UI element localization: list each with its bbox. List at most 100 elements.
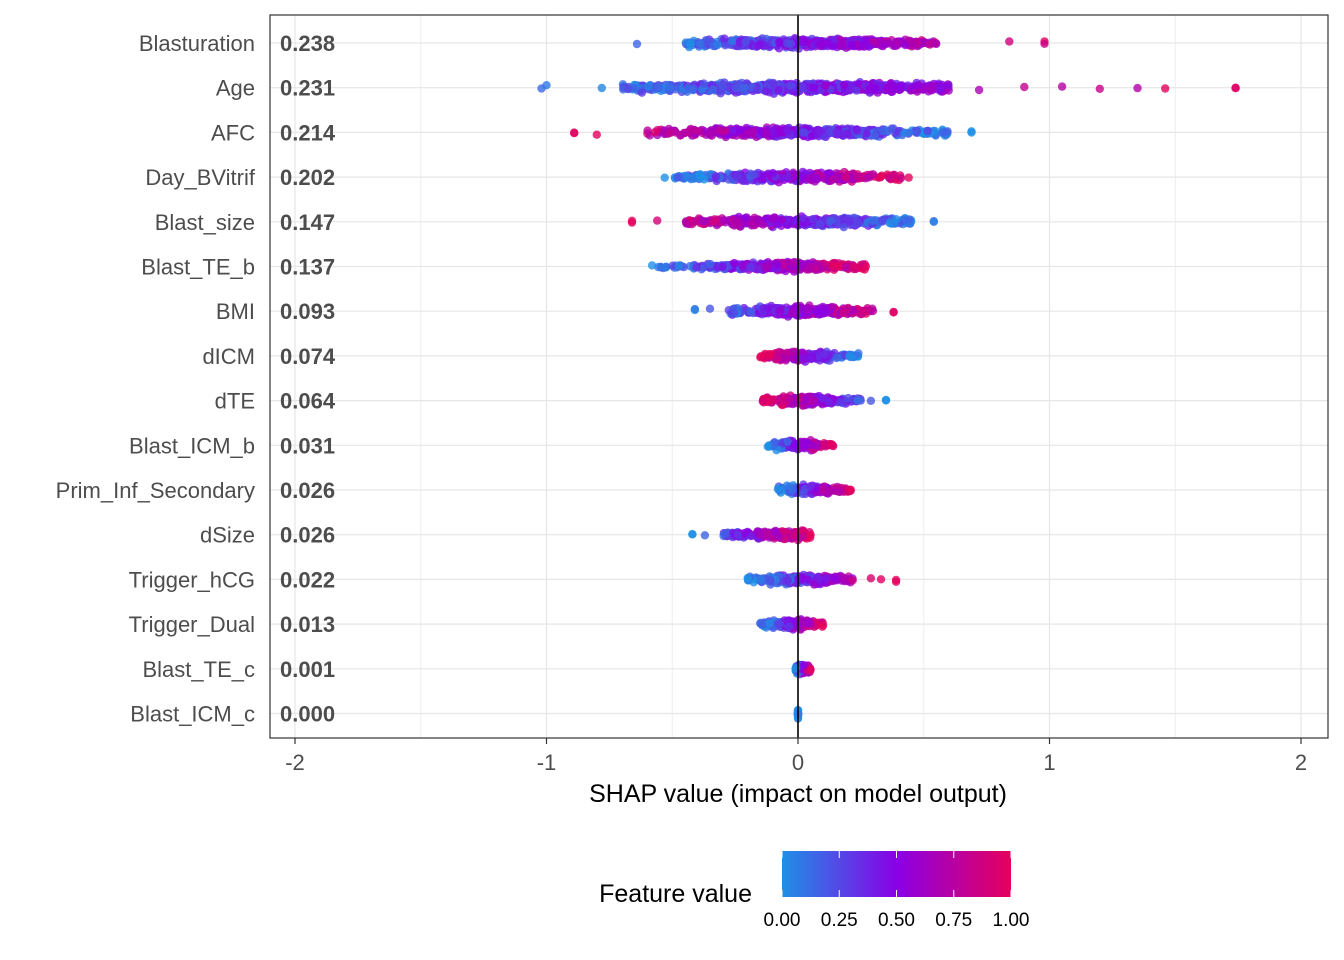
- data-point: [706, 259, 715, 269]
- data-point: [820, 350, 829, 359]
- data-point: [836, 397, 845, 406]
- data-point: [877, 216, 887, 225]
- data-point: [812, 173, 821, 183]
- data-point: [939, 128, 948, 137]
- data-point: [727, 36, 736, 46]
- data-point: [826, 128, 835, 137]
- data-point: [814, 574, 824, 584]
- data-point: [778, 397, 787, 406]
- data-point: [967, 127, 976, 136]
- data-point: [763, 442, 772, 451]
- data-point: [773, 484, 783, 493]
- data-point: [849, 262, 859, 272]
- data-point: [1057, 82, 1067, 91]
- data-point: [708, 85, 717, 94]
- data-point: [786, 81, 795, 90]
- data-point: [839, 308, 848, 318]
- points-layer: [537, 34, 1240, 723]
- data-point: [795, 574, 804, 583]
- data-point: [686, 175, 696, 184]
- data-point: [756, 575, 765, 584]
- data-point: [731, 84, 740, 93]
- data-point: [765, 351, 775, 360]
- data-point: [752, 215, 762, 224]
- data-point: [740, 83, 750, 93]
- data-point: [745, 262, 755, 272]
- data-point: [714, 126, 724, 135]
- data-point: [847, 40, 856, 50]
- data-point: [724, 175, 734, 184]
- data-point: [774, 532, 783, 541]
- data-point: [904, 173, 913, 182]
- data-point: [637, 88, 647, 97]
- data-point: [845, 217, 854, 227]
- data-point: [768, 215, 777, 224]
- data-point: [896, 173, 906, 183]
- data-point: [537, 84, 546, 93]
- data-point: [695, 39, 705, 49]
- data-point: [827, 302, 836, 312]
- data-point: [758, 397, 767, 406]
- data-point: [1020, 82, 1029, 92]
- data-point: [807, 397, 817, 406]
- data-point: [650, 128, 659, 137]
- data-point: [808, 214, 818, 224]
- data-point: [1161, 84, 1170, 93]
- data-point: [773, 260, 782, 269]
- data-point: [891, 575, 901, 585]
- data-point: [846, 485, 855, 494]
- data-point: [806, 354, 816, 364]
- data-point: [832, 128, 841, 137]
- data-point: [674, 261, 684, 271]
- data-point: [821, 81, 830, 90]
- data-point: [823, 38, 832, 48]
- data-point: [862, 129, 871, 138]
- data-point: [644, 82, 653, 91]
- data-point: [627, 218, 637, 227]
- data-point: [864, 42, 874, 51]
- data-point: [592, 130, 601, 139]
- data-point: [786, 39, 795, 48]
- data-point: [695, 170, 704, 179]
- data-point: [570, 129, 579, 138]
- data-point: [1005, 37, 1014, 46]
- data-point: [709, 217, 719, 226]
- data-point: [643, 126, 652, 135]
- data-point: [893, 37, 902, 46]
- data-point: [783, 576, 792, 585]
- data-point: [853, 218, 863, 227]
- data-point: [887, 124, 896, 133]
- data-point: [660, 173, 669, 182]
- data-point: [830, 573, 840, 582]
- data-point: [834, 262, 843, 271]
- data-point: [807, 440, 817, 450]
- data-point: [718, 262, 727, 271]
- data-point: [798, 128, 808, 137]
- data-point: [666, 128, 675, 137]
- data-point: [798, 82, 807, 92]
- data-point: [785, 395, 794, 404]
- data-point: [798, 167, 807, 177]
- data-point: [720, 34, 729, 43]
- data-point: [974, 85, 984, 95]
- data-point: [932, 39, 941, 49]
- data-point: [841, 173, 850, 182]
- data-point: [927, 81, 937, 91]
- data-point: [871, 83, 880, 93]
- data-point: [895, 82, 904, 92]
- data-point: [811, 264, 820, 274]
- data-point: [690, 217, 700, 226]
- data-point: [852, 126, 861, 135]
- data-point: [777, 215, 787, 225]
- data-point: [913, 81, 923, 90]
- data-point: [720, 216, 729, 225]
- data-point: [700, 531, 710, 540]
- data-point: [707, 129, 716, 138]
- data-point: [788, 485, 797, 494]
- data-point: [738, 176, 747, 185]
- data-point: [1231, 83, 1240, 92]
- data-point: [901, 40, 910, 50]
- data-point: [748, 127, 757, 136]
- data-point: [853, 396, 862, 405]
